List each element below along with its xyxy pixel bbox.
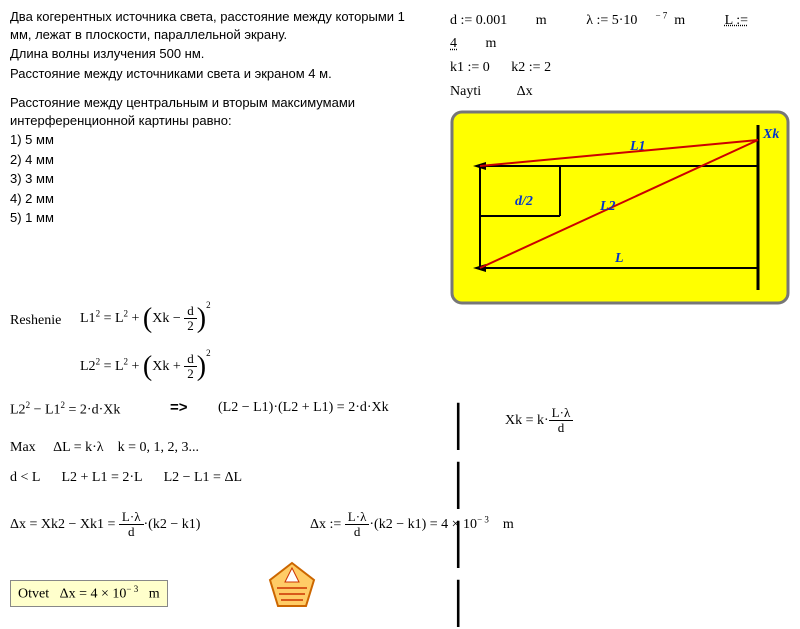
dx-calculation: Δx := L·λd·(k2 − k1) = 4 × 10− 3 m <box>310 510 514 540</box>
dx-formula: Δx = Xk2 − Xk1 = L·λd·(k2 − k1) <box>10 510 200 540</box>
equation-diff: L22 − L12 = 2·d·Xk <box>10 400 120 419</box>
option-4: 4) 2 мм <box>10 190 410 208</box>
problem-p2: Длина волны излучения 500 нм. <box>10 45 410 63</box>
problem-p3: Расстояние между источниками света и экр… <box>10 65 410 83</box>
problem-p1: Два когерентных источника света, расстоя… <box>10 8 410 43</box>
option-5: 5) 1 мм <box>10 209 410 227</box>
label-L: L <box>614 251 624 266</box>
answer-box: Otvet Δx = 4 × 10− 3 m <box>10 580 168 607</box>
nayti-label: Nayti <box>450 84 481 99</box>
option-1: 1) 5 мм <box>10 131 410 149</box>
label-L2: L2 <box>599 199 616 214</box>
interference-diagram: Xk L1 L2 d/2 L <box>450 110 790 305</box>
pentagon-icon <box>267 560 317 610</box>
given-k2: k2 := 2 <box>511 60 551 75</box>
label-d2: d/2 <box>515 194 533 209</box>
option-3: 3) 3 мм <box>10 170 410 188</box>
approximations: d < L L2 + L1 = 2·L L2 − L1 = ΔL <box>10 470 242 486</box>
given-values: d := 0.001 m λ := 5·10− 7 m L := 4 m k1 … <box>450 8 800 104</box>
equation-xk: Xk = k·L·λd <box>505 406 573 436</box>
problem-p4: Расстояние между центральным и вторым ма… <box>10 94 410 129</box>
given-k1: k1 := 0 <box>450 60 490 75</box>
nayti-delta: Δx <box>517 84 533 99</box>
equation-factored: (L2 − L1)·(L2 + L1) = 2·d·Xk <box>218 400 389 416</box>
given-d: d := 0.001 m <box>450 13 565 28</box>
implies-arrow: => <box>170 399 188 416</box>
given-lambda: λ := 5·10− 7 m <box>586 13 703 28</box>
label-L1: L1 <box>629 139 646 154</box>
reshenie-label: Reshenie <box>10 313 61 329</box>
option-2: 2) 4 мм <box>10 151 410 169</box>
max-condition: Max ΔL = k·λ k = 0, 1, 2, 3... <box>10 440 199 456</box>
equation-L2: L22 = L2 + (Xk + d2)2 <box>80 348 211 382</box>
equation-L1: L12 = L2 + (Xk − d2)2 <box>80 300 211 334</box>
label-xk: Xk <box>762 127 779 142</box>
problem-statement: Два когерентных источника света, расстоя… <box>10 8 410 229</box>
